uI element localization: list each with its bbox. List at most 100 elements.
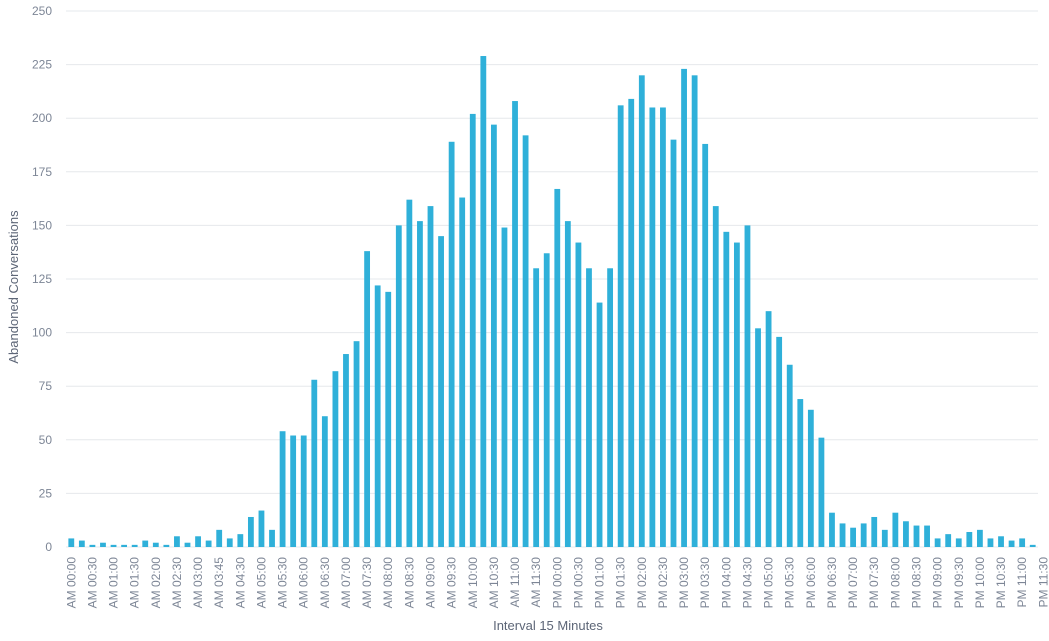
bar[interactable]	[343, 354, 349, 547]
bar[interactable]	[184, 542, 191, 547]
bar[interactable]	[417, 221, 423, 548]
bar[interactable]	[258, 510, 265, 547]
bar[interactable]	[733, 242, 740, 548]
bar[interactable]	[723, 231, 730, 547]
bar[interactable]	[903, 521, 909, 547]
bar[interactable]	[617, 105, 624, 547]
bar[interactable]	[152, 542, 159, 547]
x-tick-label: PM 05:30	[783, 557, 797, 609]
bar[interactable]	[438, 236, 444, 547]
bar[interactable]	[480, 56, 487, 548]
bar[interactable]	[121, 544, 128, 547]
x-tick-label: PM 08:00	[888, 557, 902, 609]
bar[interactable]	[385, 291, 392, 547]
bar[interactable]	[924, 525, 930, 547]
bar[interactable]	[459, 197, 466, 547]
bar[interactable]	[850, 527, 857, 547]
bar[interactable]	[247, 516, 254, 547]
bar[interactable]	[892, 512, 899, 547]
bar[interactable]	[945, 534, 952, 547]
bar[interactable]	[142, 540, 149, 547]
bar[interactable]	[712, 206, 719, 547]
bar[interactable]	[100, 542, 106, 547]
bar[interactable]	[163, 544, 170, 547]
bar[interactable]	[860, 523, 867, 547]
bar[interactable]	[987, 538, 994, 547]
bar[interactable]	[512, 101, 518, 548]
x-tick-label: PM 06:00	[804, 557, 818, 609]
bar[interactable]	[311, 379, 318, 547]
x-tick-label: AM 08:00	[381, 557, 395, 609]
bar[interactable]	[216, 529, 223, 547]
bar[interactable]	[807, 409, 814, 547]
bar[interactable]	[300, 435, 307, 547]
bar[interactable]	[776, 336, 783, 547]
bar[interactable]	[374, 285, 381, 547]
bar[interactable]	[448, 141, 455, 547]
bar[interactable]	[1019, 538, 1026, 547]
bar[interactable]	[839, 523, 846, 547]
bar[interactable]	[533, 268, 540, 547]
bar[interactable]	[195, 536, 201, 547]
bar[interactable]	[78, 540, 85, 547]
bar[interactable]	[966, 531, 973, 547]
bar[interactable]	[174, 536, 180, 547]
bar[interactable]	[934, 538, 941, 547]
bar[interactable]	[670, 139, 677, 547]
bar[interactable]	[279, 431, 286, 547]
bar[interactable]	[702, 143, 709, 547]
bar[interactable]	[269, 529, 275, 547]
bar[interactable]	[871, 516, 878, 547]
bar[interactable]	[321, 416, 328, 547]
bar[interactable]	[586, 268, 592, 547]
bar[interactable]	[364, 251, 371, 547]
bar[interactable]	[881, 529, 888, 547]
bar[interactable]	[818, 437, 825, 547]
bar[interactable]	[691, 75, 698, 547]
bar[interactable]	[427, 206, 434, 547]
bar[interactable]	[829, 512, 835, 547]
bar[interactable]	[332, 371, 339, 547]
bar[interactable]	[1008, 540, 1015, 547]
bar[interactable]	[395, 225, 402, 547]
bar[interactable]	[469, 113, 476, 547]
bar[interactable]	[353, 341, 360, 547]
bar[interactable]	[638, 75, 645, 547]
bar[interactable]	[765, 311, 772, 547]
bar[interactable]	[68, 538, 75, 547]
bar[interactable]	[744, 225, 751, 547]
bar[interactable]	[543, 253, 550, 547]
bar[interactable]	[596, 302, 603, 547]
bar[interactable]	[575, 242, 582, 548]
bar[interactable]	[786, 364, 793, 547]
bar[interactable]	[131, 544, 138, 547]
bar[interactable]	[205, 540, 212, 547]
bar[interactable]	[110, 544, 117, 547]
x-axis-ticks: AM 00:00 AM 00:30 AM 01:00 AM 01:30 AM 02:00…	[64, 557, 1049, 609]
bar[interactable]	[976, 529, 983, 547]
bar[interactable]	[660, 107, 666, 547]
bar[interactable]	[406, 199, 413, 548]
x-tick-label: PM 02:30	[656, 557, 670, 609]
bar[interactable]	[226, 538, 233, 547]
bar[interactable]	[913, 525, 920, 547]
bar[interactable]	[998, 536, 1004, 547]
x-tick-label: PM 00:30	[571, 557, 585, 609]
bar[interactable]	[628, 98, 635, 548]
bar[interactable]	[554, 188, 561, 547]
bar[interactable]	[564, 221, 571, 548]
bar[interactable]	[89, 544, 96, 547]
bar[interactable]	[1029, 544, 1036, 547]
bar[interactable]	[522, 135, 529, 547]
bar[interactable]	[797, 399, 804, 547]
bar[interactable]	[237, 534, 244, 547]
bar[interactable]	[501, 227, 508, 548]
y-tick-label: 100	[32, 326, 52, 340]
bar[interactable]	[955, 538, 962, 547]
bar[interactable]	[290, 435, 297, 547]
bar[interactable]	[607, 268, 614, 547]
bar[interactable]	[681, 68, 687, 547]
bar[interactable]	[490, 124, 497, 547]
bar[interactable]	[649, 107, 656, 547]
bar[interactable]	[755, 328, 761, 547]
